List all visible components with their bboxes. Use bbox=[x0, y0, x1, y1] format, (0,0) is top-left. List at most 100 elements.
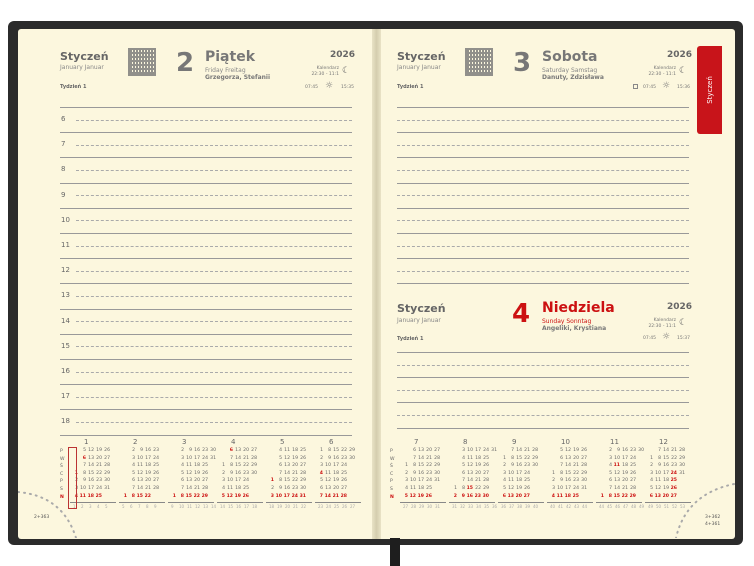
calendar-day[interactable]: 4 bbox=[319, 470, 323, 476]
calendar-day[interactable]: 23 bbox=[292, 486, 298, 491]
calendar-day[interactable]: 25 bbox=[426, 486, 432, 491]
calendar-day[interactable]: 27 bbox=[483, 470, 489, 476]
calendar-day[interactable]: 3 bbox=[462, 448, 465, 453]
calendar-day[interactable]: 24 bbox=[243, 478, 249, 484]
calendar-day[interactable]: 27 bbox=[670, 493, 677, 499]
calendar-day[interactable]: 18 bbox=[564, 493, 571, 499]
calendar-day[interactable]: 16 bbox=[466, 493, 473, 499]
calendar-day[interactable]: 16 bbox=[145, 448, 151, 453]
calendar-day[interactable]: 6 bbox=[320, 486, 323, 491]
calendar-day[interactable]: 1 bbox=[552, 470, 555, 476]
calendar-day[interactable]: 22 bbox=[621, 493, 628, 499]
calendar-day[interactable]: 12 bbox=[565, 448, 571, 453]
calendar-day[interactable]: 4 bbox=[650, 478, 653, 484]
calendar-day[interactable]: 16 bbox=[516, 463, 522, 469]
calendar-day[interactable]: 15 bbox=[333, 448, 339, 453]
calendar-day[interactable]: 21 bbox=[622, 486, 628, 491]
calendar-day[interactable]: 17 bbox=[565, 486, 571, 491]
calendar-day[interactable]: 25 bbox=[202, 463, 208, 469]
calendar-day[interactable]: 28 bbox=[532, 448, 538, 453]
calendar-day[interactable]: 2 bbox=[650, 463, 653, 469]
calendar-day[interactable]: 5 bbox=[221, 493, 225, 499]
calendar-day[interactable]: 10 bbox=[137, 455, 143, 461]
calendar-day[interactable]: 22 bbox=[144, 493, 151, 499]
calendar-day[interactable]: 21 bbox=[145, 486, 151, 491]
calendar-day[interactable]: 12 bbox=[508, 486, 514, 491]
calendar-day[interactable]: 5 bbox=[609, 470, 612, 476]
calendar-day[interactable]: 22 bbox=[426, 463, 432, 469]
calendar-day[interactable]: 15 bbox=[185, 493, 192, 499]
calendar-day[interactable]: 8 bbox=[230, 463, 233, 469]
calendar-day[interactable]: 7 bbox=[609, 486, 612, 491]
calendar-day[interactable]: 15 bbox=[136, 493, 143, 499]
calendar-day[interactable]: 4 bbox=[405, 486, 408, 491]
calendar-day[interactable]: 27 bbox=[251, 448, 257, 453]
calendar-day[interactable]: 1 bbox=[650, 455, 653, 461]
calendar-day[interactable]: 29 bbox=[300, 478, 306, 484]
calendar-day[interactable]: 27 bbox=[630, 478, 636, 484]
calendar-day[interactable]: 17 bbox=[88, 486, 94, 491]
calendar-day[interactable]: 25 bbox=[243, 486, 249, 491]
calendar-day[interactable]: 8 bbox=[560, 470, 563, 476]
calendar-day[interactable]: 18 bbox=[87, 493, 94, 499]
calendar-day[interactable]: 14 bbox=[614, 486, 620, 491]
calendar-day[interactable]: 21 bbox=[671, 448, 677, 453]
calendar-day[interactable]: 23 bbox=[243, 470, 249, 476]
calendar-day[interactable]: 19 bbox=[573, 448, 579, 453]
calendar-day[interactable]: 2 bbox=[453, 493, 457, 499]
calendar-day[interactable]: 15 bbox=[235, 463, 241, 469]
calendar-day[interactable]: 20 bbox=[333, 486, 339, 491]
calendar-day[interactable]: 29 bbox=[434, 463, 440, 469]
calendar-day[interactable]: 9 bbox=[328, 455, 331, 461]
calendar-day[interactable]: 17 bbox=[418, 478, 424, 484]
calendar-day[interactable]: 5 bbox=[320, 478, 323, 484]
calendar-day[interactable]: 3 bbox=[405, 478, 408, 484]
calendar-day[interactable]: 20 bbox=[292, 463, 298, 469]
calendar-day[interactable]: 18 bbox=[145, 463, 151, 469]
calendar-day[interactable]: 26 bbox=[242, 493, 249, 499]
calendar-day[interactable]: 9 bbox=[461, 493, 465, 499]
calendar-day[interactable]: 4 bbox=[462, 455, 465, 461]
calendar-day[interactable]: 2 bbox=[271, 486, 274, 491]
calendar-day[interactable]: 11 bbox=[655, 478, 661, 484]
calendar-day[interactable]: 12 bbox=[137, 470, 143, 476]
calendar-day[interactable]: 1 bbox=[405, 463, 408, 469]
calendar-day[interactable]: 27 bbox=[153, 478, 159, 484]
calendar-day[interactable]: 24 bbox=[524, 470, 530, 476]
calendar-day[interactable]: 26 bbox=[202, 470, 208, 476]
calendar-day[interactable]: 26 bbox=[630, 470, 636, 476]
calendar-day[interactable]: 10 bbox=[275, 493, 282, 499]
calendar-day[interactable]: 31 bbox=[210, 455, 216, 461]
calendar-day[interactable]: 13 bbox=[284, 463, 290, 469]
calendar-day[interactable]: 12 bbox=[614, 470, 620, 476]
calendar-day[interactable]: 1 bbox=[172, 493, 176, 499]
calendar-day[interactable]: 17 bbox=[622, 455, 628, 461]
calendar-day[interactable]: 24 bbox=[483, 448, 489, 453]
calendar-day[interactable]: 16 bbox=[88, 478, 94, 484]
calendar-day[interactable]: 26 bbox=[104, 448, 110, 453]
calendar-day[interactable]: 20 bbox=[475, 470, 481, 476]
calendar-day[interactable]: 10 bbox=[80, 486, 86, 491]
calendar-day[interactable]: 11 bbox=[325, 470, 331, 476]
calendar-day[interactable]: 5 bbox=[404, 493, 408, 499]
calendar-day[interactable]: 23 bbox=[630, 448, 636, 453]
calendar-day[interactable]: 22 bbox=[341, 448, 347, 453]
calendar-day[interactable]: 18 bbox=[333, 470, 339, 476]
calendar-day[interactable]: 13 bbox=[467, 470, 473, 476]
calendar-day[interactable]: 22 bbox=[524, 455, 530, 461]
calendar-day[interactable]: 30 bbox=[210, 448, 216, 453]
calendar-day[interactable]: 27 bbox=[104, 455, 110, 461]
calendar-day[interactable]: 29 bbox=[104, 470, 110, 476]
calendar-day[interactable]: 22 bbox=[573, 470, 579, 476]
calendar-day[interactable]: 8 bbox=[131, 493, 135, 499]
calendar-day[interactable]: 14 bbox=[467, 478, 473, 484]
calendar-day[interactable]: 28 bbox=[434, 455, 440, 461]
calendar-day[interactable]: 25 bbox=[341, 470, 347, 476]
calendar-day[interactable]: 2 bbox=[132, 448, 135, 453]
calendar-day[interactable]: 26 bbox=[300, 455, 306, 461]
calendar-day[interactable]: 25 bbox=[153, 463, 159, 469]
calendar-day[interactable]: 31 bbox=[491, 448, 497, 453]
calendar-day[interactable]: 21 bbox=[426, 455, 432, 461]
calendar-day[interactable]: 3 bbox=[270, 493, 274, 499]
calendar-day[interactable]: 9 bbox=[511, 463, 514, 469]
